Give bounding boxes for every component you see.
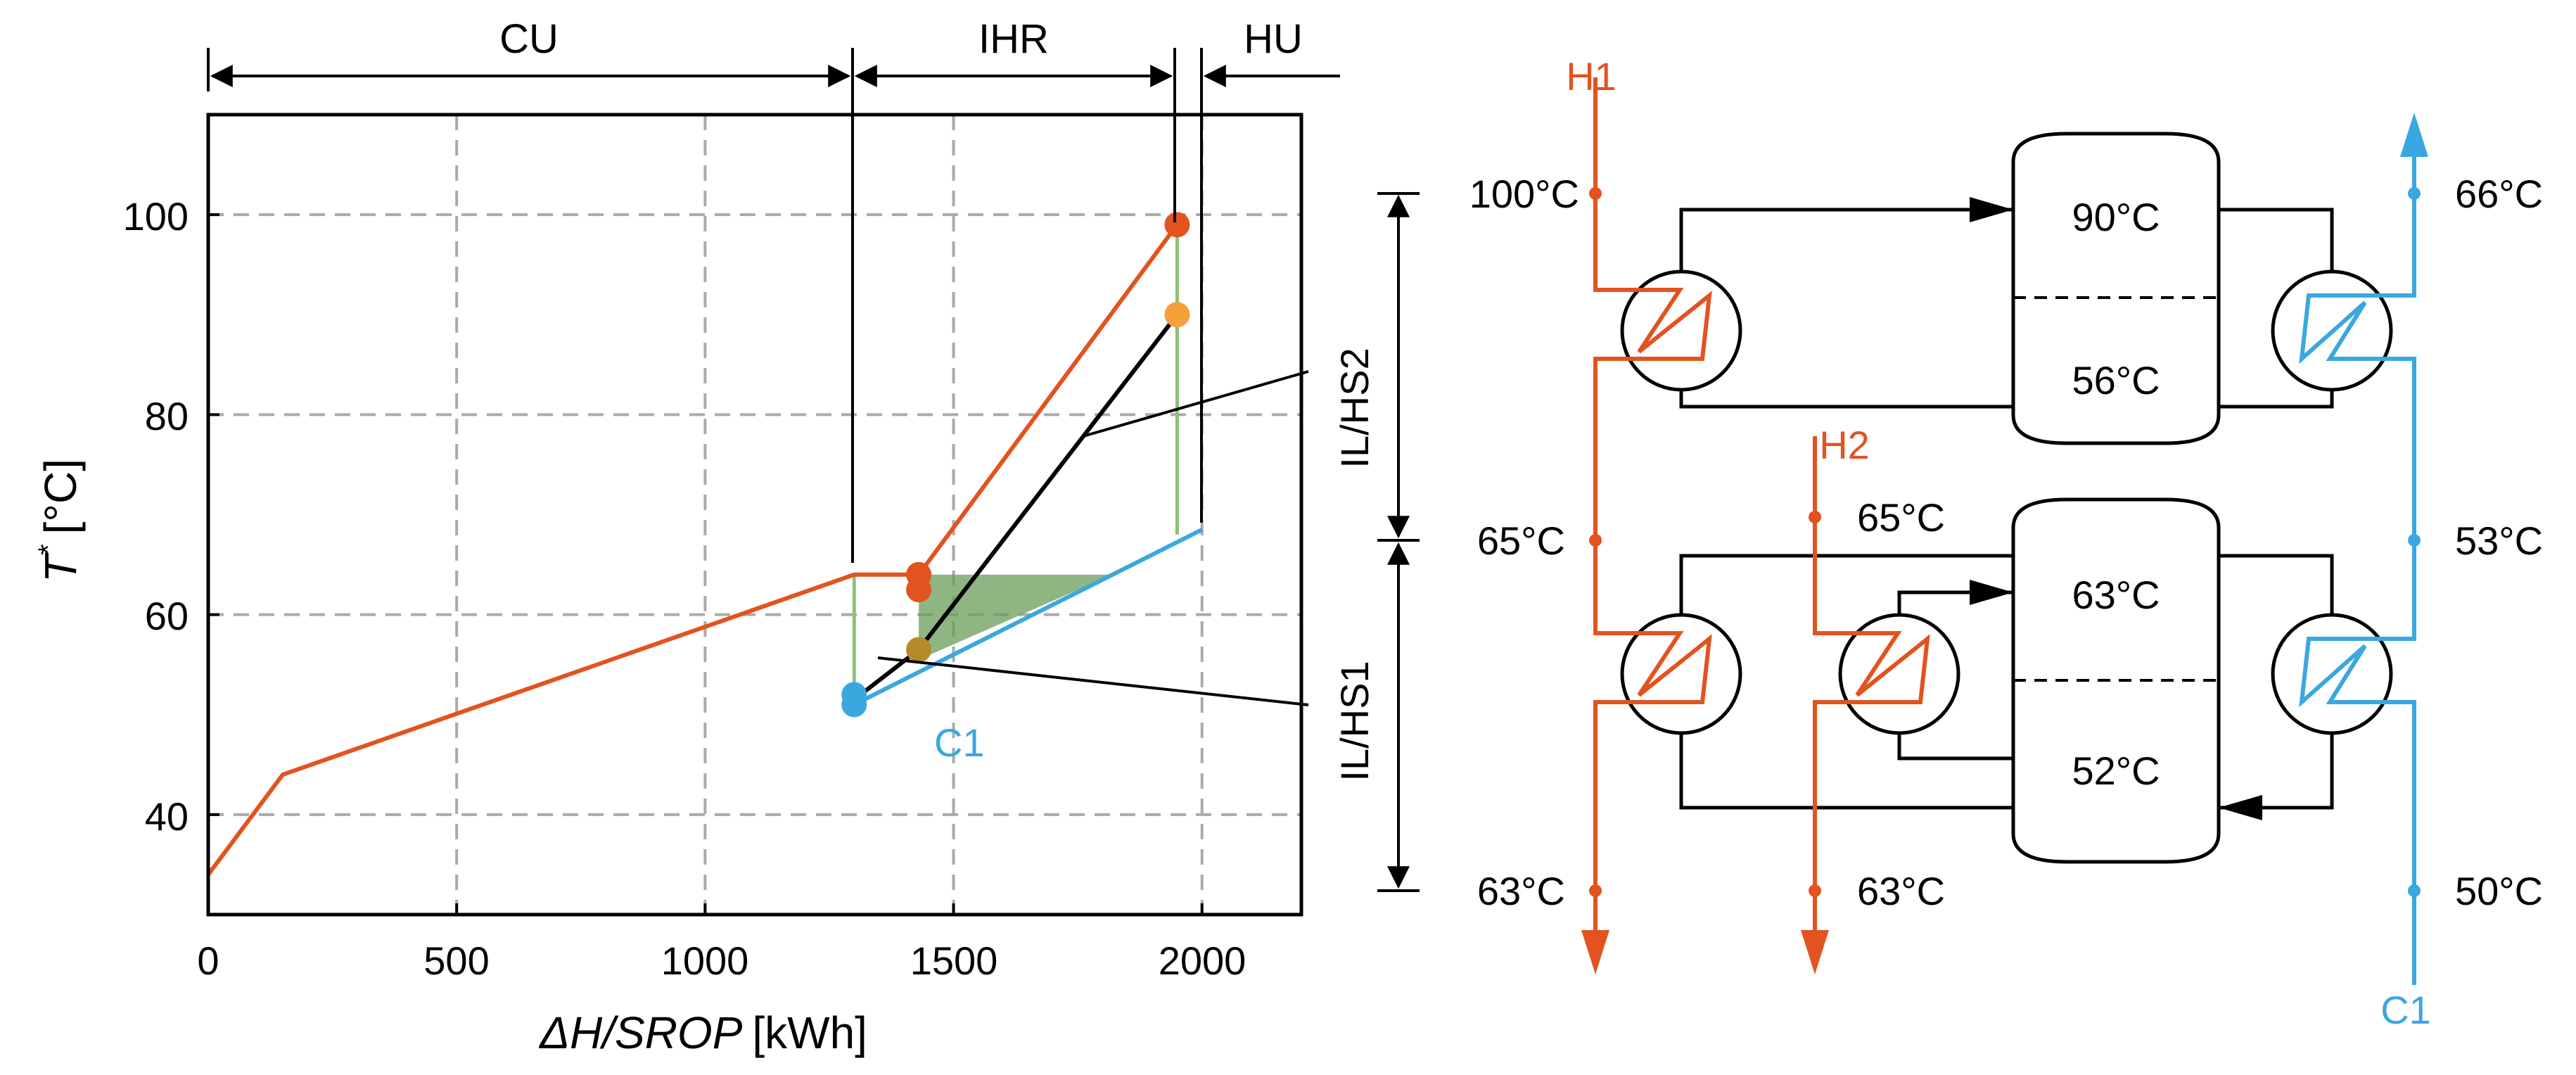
temp-h1-out: 63°C: [1477, 869, 1565, 913]
plot-frame: [206, 113, 1303, 917]
pointer-il-hs1: [877, 656, 1309, 706]
x-tick-0: 0: [197, 939, 219, 983]
temp-c1-in: 50°C: [2455, 869, 2543, 913]
marker-0: [1164, 212, 1190, 238]
marker-6: [841, 692, 867, 718]
markers: [841, 212, 1190, 718]
marker-1: [1164, 302, 1190, 328]
stream-h1-arrow: [1581, 930, 1609, 974]
point-h2-out: [1809, 884, 1821, 897]
stream-c1-arrow: [2400, 113, 2428, 157]
point-h1-mid: [1589, 534, 1602, 547]
temp-tank2-top: 90°C: [2072, 195, 2160, 239]
point-c1-out: [2408, 187, 2421, 200]
y-axis-symbol: T: [35, 552, 86, 583]
point-h1-out: [1589, 884, 1602, 897]
x-axis-unit: [kWh]: [752, 1007, 867, 1058]
y-tick-40: 40: [145, 794, 189, 839]
pipe-hs2-cold-supply: [2219, 208, 2334, 297]
region-header: CU IHR HU: [207, 16, 1340, 563]
arrow-hs1-into-tank: [1970, 580, 2013, 605]
pipe-hs1-h1-bottom: [1679, 709, 2013, 810]
series-storage-line: [853, 313, 1179, 701]
point-c1-mid: [2408, 534, 2421, 547]
pipe-hs2-hot-return: [1679, 364, 2013, 409]
region-label-hu: HU: [1244, 16, 1303, 62]
stream-h2: [1813, 436, 1930, 936]
stream-label-c1: C1: [2380, 988, 2431, 1032]
marker-4: [906, 637, 932, 663]
stream-h1: [1593, 77, 1712, 936]
c1-chart-label: C1: [934, 720, 985, 765]
stream-label-h1: H1: [1566, 54, 1617, 98]
temp-h1-mid: 65°C: [1477, 519, 1565, 563]
pointer-il-hs2: [1083, 370, 1309, 438]
x-tick-500: 500: [423, 939, 489, 983]
temp-tank1-bottom: 52°C: [2072, 749, 2160, 793]
temp-c1-out: 66°C: [2455, 172, 2543, 216]
y-tick-80: 80: [145, 394, 189, 438]
tank-il-hs1: [2011, 497, 2221, 864]
temp-h1-in: 100°C: [1469, 172, 1579, 216]
region-label-ihr: IHR: [978, 16, 1049, 62]
pipe-hs2-hot-supply: [1679, 208, 2013, 297]
y-axis-unit: [°C]: [35, 459, 86, 534]
y-tick-60: 60: [145, 594, 189, 638]
x-tick-2000: 2000: [1159, 939, 1246, 983]
temp-c1-mid: 53°C: [2455, 519, 2543, 563]
series-hot-composite: [206, 223, 1179, 876]
temp-tank2-bottom: 56°C: [2072, 358, 2160, 402]
tank-il-hs2: [2011, 132, 2221, 445]
x-tick-1500: 1500: [910, 939, 998, 983]
pipe-hs1-h1-top: [1679, 554, 2013, 640]
arrow-hs2-into-tank: [1970, 197, 2013, 222]
point-h2-in: [1809, 511, 1821, 523]
point-c1-in: [2408, 884, 2421, 897]
x-tick-1000: 1000: [661, 939, 749, 983]
pipe-hs1-c1-top: [2219, 554, 2334, 640]
tick-marks: [207, 213, 1204, 915]
x-axis-symbol: ΔH/SROP: [538, 1007, 743, 1058]
y-tick-100: 100: [123, 194, 189, 238]
marker-3: [906, 577, 932, 603]
series-c1: [853, 528, 1204, 707]
bracket-label-il-hs1: IL/HS1: [1332, 661, 1377, 781]
y-axis-sup: *: [33, 544, 64, 555]
stream-h2-arrow: [1801, 930, 1829, 974]
y-axis-label: T* [°C]: [33, 459, 86, 583]
temp-h2-in: 65°C: [1857, 495, 1945, 540]
heat-recovery-area: [919, 574, 1113, 660]
region-label-cu: CU: [499, 16, 559, 62]
bracket-label-il-hs2: IL/HS2: [1332, 348, 1377, 468]
point-h1-in: [1589, 187, 1602, 200]
x-axis-label: ΔH/SROP [kWh]: [538, 1007, 867, 1058]
stream-label-h2: H2: [1819, 423, 1870, 467]
composite-curve-chart: 0 500 1000 1500 2000 40 60 80 100 ΔH/SRO…: [33, 16, 1340, 1058]
stream-c1: [2299, 155, 2416, 985]
arrow-hs1-out-tank: [2219, 795, 2262, 820]
grid: [208, 115, 1301, 915]
storage-bracket: IL/HS2 IL/HS1: [1332, 192, 1420, 892]
temp-tank1-top: 63°C: [2072, 573, 2160, 617]
temp-h2-out: 63°C: [1857, 869, 1945, 913]
storage-network-diagram: H1 H2 C1 100°C 65°C 63°C 65°C 63°C 66°C …: [1469, 54, 2543, 1032]
